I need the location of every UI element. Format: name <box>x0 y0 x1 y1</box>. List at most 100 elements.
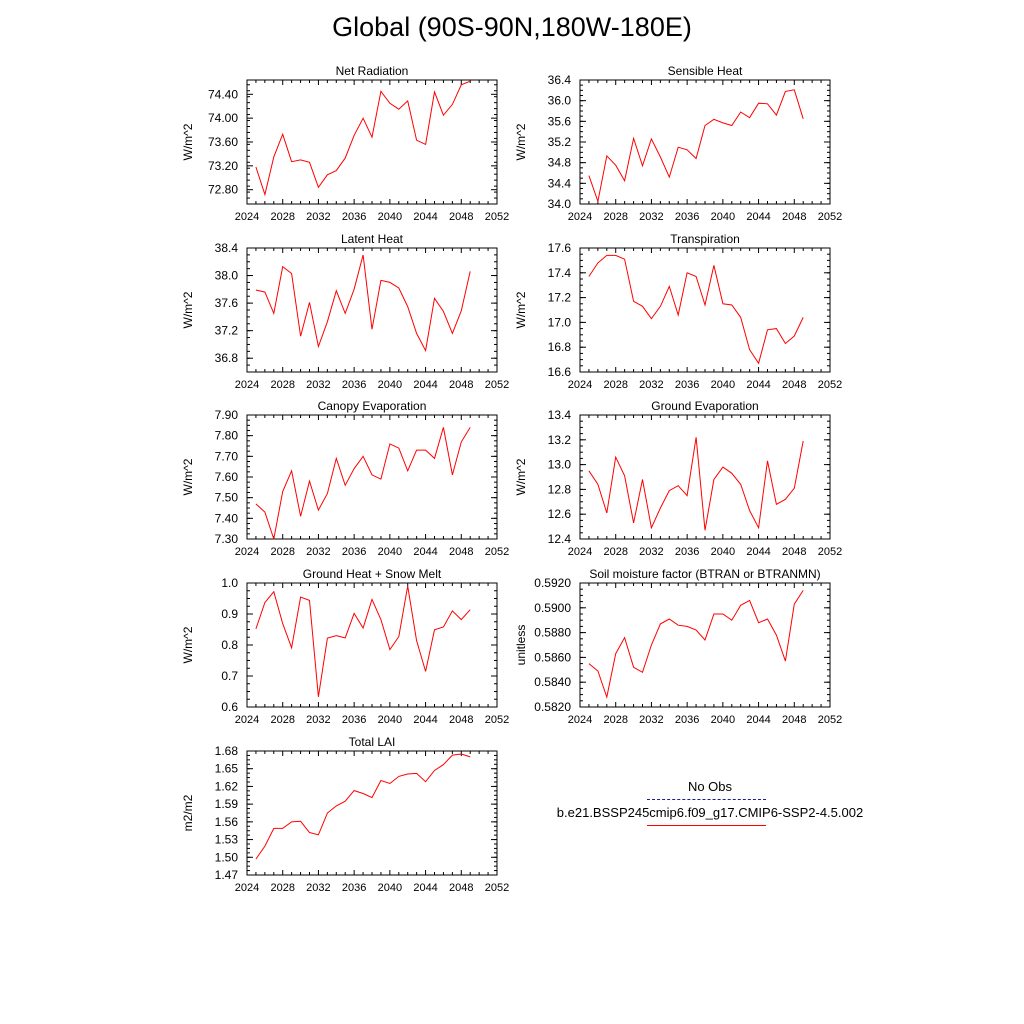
plot-frame <box>579 414 831 540</box>
x-tick-label: 2048 <box>449 546 473 558</box>
y-tick-label: 38.0 <box>215 269 239 283</box>
panel-title: Transpiration <box>670 232 740 246</box>
y-tick-label: 7.60 <box>215 470 239 484</box>
y-tick-label: 7.30 <box>215 532 239 546</box>
y-tick-label: 17.0 <box>548 315 572 329</box>
series-line <box>588 437 804 531</box>
y-tick-label: 36.0 <box>548 94 572 108</box>
x-tick-label: 2044 <box>746 379 770 391</box>
x-tick-label: 2024 <box>568 211 592 223</box>
y-tick-label: 1.0 <box>221 576 238 590</box>
y-axis-label: W/m^2 <box>514 123 528 160</box>
x-tick-label: 2036 <box>342 882 366 894</box>
plot-frame <box>246 79 498 205</box>
y-tick-label: 16.6 <box>548 365 572 379</box>
y-tick-label: 73.20 <box>208 159 238 173</box>
x-tick-label: 2052 <box>485 546 509 558</box>
panel-title: Sensible Heat <box>668 64 743 78</box>
y-axis-label: W/m^2 <box>181 123 195 160</box>
y-axis-label: W/m^2 <box>181 458 195 495</box>
x-tick-label: 2024 <box>235 546 259 558</box>
series-line <box>588 590 804 700</box>
y-tick-label: 1.68 <box>215 744 239 758</box>
y-tick-label: 7.50 <box>215 491 239 505</box>
figure-title: Global (90S-90N,180W-180E) <box>332 12 692 42</box>
panel-title: Ground Heat + Snow Melt <box>303 567 442 581</box>
x-tick-label: 2044 <box>413 714 437 726</box>
x-tick-label: 2036 <box>342 714 366 726</box>
x-tick-label: 2048 <box>449 211 473 223</box>
y-tick-label: 17.4 <box>548 266 572 280</box>
y-axis-label: W/m^2 <box>181 291 195 328</box>
y-tick-label: 74.40 <box>208 87 238 101</box>
x-tick-label: 2040 <box>711 546 735 558</box>
x-tick-label: 2052 <box>485 211 509 223</box>
series-line <box>588 89 804 204</box>
panel-title: Latent Heat <box>341 232 404 246</box>
series-line <box>255 80 471 197</box>
panel-latent-heat: Latent Heat W/m^2 2024 2028 2032 2036 2040 2044… <box>181 232 509 391</box>
x-tick-label: 2040 <box>711 211 735 223</box>
panel-title: Ground Evaporation <box>651 399 758 413</box>
x-tick-label: 2044 <box>746 546 770 558</box>
panel-canopy-evaporation: Canopy Evaporation W/m^2 2024 2028 2032 2036 2… <box>181 399 509 558</box>
y-tick-label: 17.6 <box>548 241 572 255</box>
x-tick-label: 2048 <box>449 714 473 726</box>
x-tick-label: 2048 <box>782 379 806 391</box>
series-line <box>255 586 471 697</box>
x-tick-label: 2032 <box>639 714 663 726</box>
x-tick-label: 2024 <box>235 379 259 391</box>
panel-net-radiation: Net Radiation W/m^2 2024 2028 2032 2036 2040 20… <box>181 64 509 223</box>
x-tick-label: 2040 <box>378 714 402 726</box>
legend-label-model: b.e21.BSSP245cmip6.f09_g17.CMIP6-SSP2-4.… <box>556 805 864 820</box>
y-tick-label: 7.40 <box>215 511 239 525</box>
x-tick-label: 2024 <box>235 714 259 726</box>
panel-soil-moisture-factor-btran-or-btranmn: Soil moisture factor (BTRAN or BTRANMN) u… <box>514 567 842 726</box>
x-tick-label: 2036 <box>342 379 366 391</box>
y-axis-label: W/m^2 <box>181 626 195 663</box>
y-tick-label: 0.6 <box>221 700 238 714</box>
panel-title: Soil moisture factor (BTRAN or BTRANMN) <box>589 567 820 581</box>
x-tick-label: 2044 <box>746 211 770 223</box>
y-tick-label: 73.60 <box>208 135 238 149</box>
legend: No Obs b.e21.BSSP245cmip6.f09_g17.CMIP6-… <box>540 778 880 830</box>
x-tick-label: 2044 <box>413 546 437 558</box>
y-axis-label: W/m^2 <box>514 291 528 328</box>
y-tick-label: 0.9 <box>221 607 238 621</box>
plot-frame <box>246 414 498 540</box>
y-tick-label: 74.00 <box>208 111 238 125</box>
y-tick-label: 0.5840 <box>534 675 571 689</box>
y-tick-label: 7.90 <box>215 408 239 422</box>
x-tick-label: 2028 <box>270 379 294 391</box>
x-tick-label: 2044 <box>413 379 437 391</box>
y-tick-label: 35.6 <box>548 114 572 128</box>
x-tick-label: 2028 <box>270 546 294 558</box>
series-line <box>255 254 471 353</box>
y-tick-label: 17.2 <box>548 291 572 305</box>
x-tick-label: 2032 <box>306 546 330 558</box>
x-tick-label: 2028 <box>603 714 627 726</box>
x-tick-label: 2028 <box>270 714 294 726</box>
panel-transpiration: Transpiration W/m^2 2024 2028 2032 2036 2040 20… <box>514 232 842 391</box>
y-tick-label: 1.62 <box>215 779 239 793</box>
panel-ground-evaporation: Ground Evaporation W/m^2 2024 2028 2032 2036 2… <box>514 399 842 558</box>
panel-total-lai: Total LAI m2/m2 2024 2028 2032 2036 2040 2044 20… <box>181 735 509 894</box>
x-tick-label: 2048 <box>782 546 806 558</box>
x-tick-label: 2024 <box>568 379 592 391</box>
y-tick-label: 0.7 <box>221 669 238 683</box>
x-tick-label: 2024 <box>568 546 592 558</box>
x-tick-label: 2048 <box>782 211 806 223</box>
y-tick-label: 36.4 <box>548 73 572 87</box>
x-tick-label: 2044 <box>413 882 437 894</box>
y-tick-label: 1.56 <box>215 815 239 829</box>
panel-title: Total LAI <box>349 735 396 749</box>
y-tick-label: 35.2 <box>548 135 572 149</box>
x-tick-label: 2040 <box>378 379 402 391</box>
x-tick-label: 2052 <box>818 714 842 726</box>
plot-frame <box>246 582 498 708</box>
panel-ground-heat-snow-melt: Ground Heat + Snow Melt W/m^2 2024 2028 2032… <box>181 567 509 726</box>
x-tick-label: 2040 <box>711 714 735 726</box>
panel-title: Net Radiation <box>336 64 409 78</box>
x-tick-label: 2052 <box>818 379 842 391</box>
